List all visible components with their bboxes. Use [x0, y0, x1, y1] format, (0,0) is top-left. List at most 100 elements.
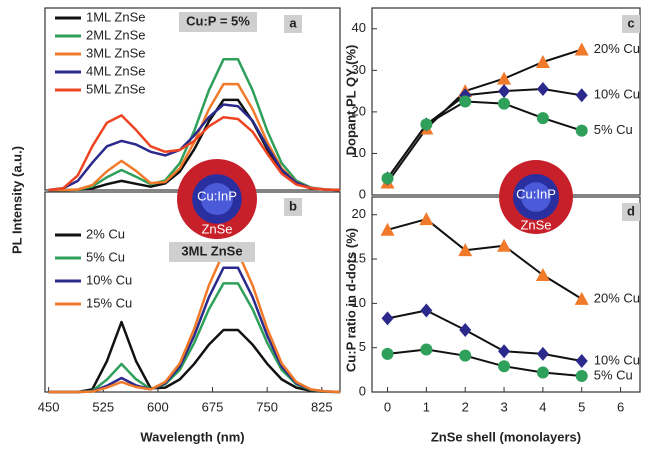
x-tick-label: 750 — [256, 399, 278, 414]
y-tick-label: 30 — [352, 62, 366, 77]
x-tick-label: 1 — [423, 399, 430, 414]
series-line — [48, 320, 341, 394]
legend-label: 2% Cu — [86, 226, 125, 241]
y-tick-label: 10 — [352, 145, 366, 160]
marker — [536, 366, 549, 379]
series-line — [386, 100, 583, 179]
series-line — [48, 114, 341, 192]
y-tick-label: 20 — [352, 103, 366, 118]
x-tick-label: 2 — [462, 399, 469, 414]
series-line — [387, 218, 583, 300]
legend-label: 5% Cu — [86, 249, 125, 264]
y-tick-label: 15 — [352, 250, 366, 265]
core-glow — [201, 183, 233, 215]
x-tick-label: 6 — [617, 399, 624, 414]
series-line — [48, 251, 341, 394]
marker — [575, 88, 588, 103]
marker — [575, 353, 588, 368]
y-axis-title: PL Intensity (a.u.) — [9, 146, 24, 254]
marker — [459, 322, 472, 337]
marker — [575, 370, 588, 383]
y-tick-label: 20 — [352, 206, 366, 221]
panel-label-box — [622, 203, 640, 221]
marker — [575, 124, 588, 137]
marker — [536, 346, 549, 361]
series-line — [48, 58, 341, 192]
marker — [380, 222, 395, 236]
series-label: 20% Cu — [594, 290, 640, 305]
legend-label: 4ML ZnSe — [86, 63, 146, 78]
marker — [498, 344, 511, 359]
series-label: 5% Cu — [594, 122, 633, 137]
shell-label: ZnSe — [520, 217, 551, 232]
note-box — [179, 12, 257, 32]
marker — [536, 112, 549, 125]
series-label: 10% Cu — [594, 87, 640, 102]
note: 3ML ZnSe — [181, 243, 242, 258]
marker — [497, 71, 512, 85]
marker — [381, 347, 394, 360]
y-tick-label: 5 — [359, 339, 366, 354]
y-tick-label: 0 — [359, 186, 366, 201]
series-label: 10% Cu — [594, 352, 640, 367]
y-axis-title: Cu:P ratio in d-dots (%) — [343, 228, 358, 372]
panel-label-box — [284, 15, 302, 33]
marker — [381, 172, 394, 185]
x-tick-label: 450 — [38, 399, 60, 414]
note-box — [169, 242, 255, 262]
note: Cu:P = 5% — [186, 13, 250, 28]
legend-label: 10% Cu — [86, 272, 132, 287]
marker — [498, 84, 511, 99]
panel-label: b — [289, 198, 297, 213]
x-axis-title: ZnSe shell (monolayers) — [431, 429, 581, 444]
marker — [459, 95, 472, 108]
core-glow — [521, 182, 551, 212]
legend-label: 5ML ZnSe — [86, 81, 146, 96]
y-tick-label: 40 — [352, 20, 366, 35]
x-axis-title: Wavelength (nm) — [140, 429, 244, 444]
marker — [536, 82, 549, 97]
x-tick-label: 600 — [147, 399, 169, 414]
x-tick-label: 825 — [311, 399, 333, 414]
marker — [498, 97, 511, 110]
marker — [574, 291, 589, 305]
legend-label: 3ML ZnSe — [86, 45, 146, 60]
marker — [459, 349, 472, 362]
series-line — [386, 48, 583, 184]
y-tick-label: 0 — [359, 383, 366, 398]
series-label: 5% Cu — [594, 367, 633, 382]
panel-label-box — [284, 198, 302, 216]
series-line — [387, 348, 582, 377]
series-line — [387, 309, 582, 362]
marker — [574, 42, 589, 56]
series-line — [48, 103, 341, 192]
series-label: 20% Cu — [594, 41, 640, 56]
marker — [497, 238, 512, 252]
marker — [420, 303, 433, 318]
y-axis-title: Dopant PL QY (%) — [343, 45, 358, 156]
marker — [458, 243, 473, 257]
panel-label: c — [627, 15, 634, 30]
x-tick-label: 5 — [578, 399, 585, 414]
marker — [535, 55, 550, 69]
marker — [419, 212, 434, 226]
x-tick-label: 3 — [500, 399, 507, 414]
x-tick-label: 525 — [92, 399, 114, 414]
core-label: Cu:InP — [197, 188, 237, 203]
marker — [420, 343, 433, 356]
x-tick-label: 675 — [202, 399, 224, 414]
legend-label: 2ML ZnSe — [86, 27, 146, 42]
marker — [381, 311, 394, 326]
marker — [535, 268, 550, 281]
panel-label: a — [289, 15, 297, 30]
marker — [420, 118, 433, 131]
legend-label: 1ML ZnSe — [86, 9, 146, 24]
core-label: Cu:InP — [516, 186, 556, 201]
legend-label: 15% Cu — [86, 295, 132, 310]
marker — [498, 360, 511, 373]
x-tick-label: 0 — [384, 399, 391, 414]
shell-label: ZnSe — [201, 222, 232, 237]
y-tick-label: 10 — [352, 295, 366, 310]
panel-label-box — [622, 15, 640, 33]
